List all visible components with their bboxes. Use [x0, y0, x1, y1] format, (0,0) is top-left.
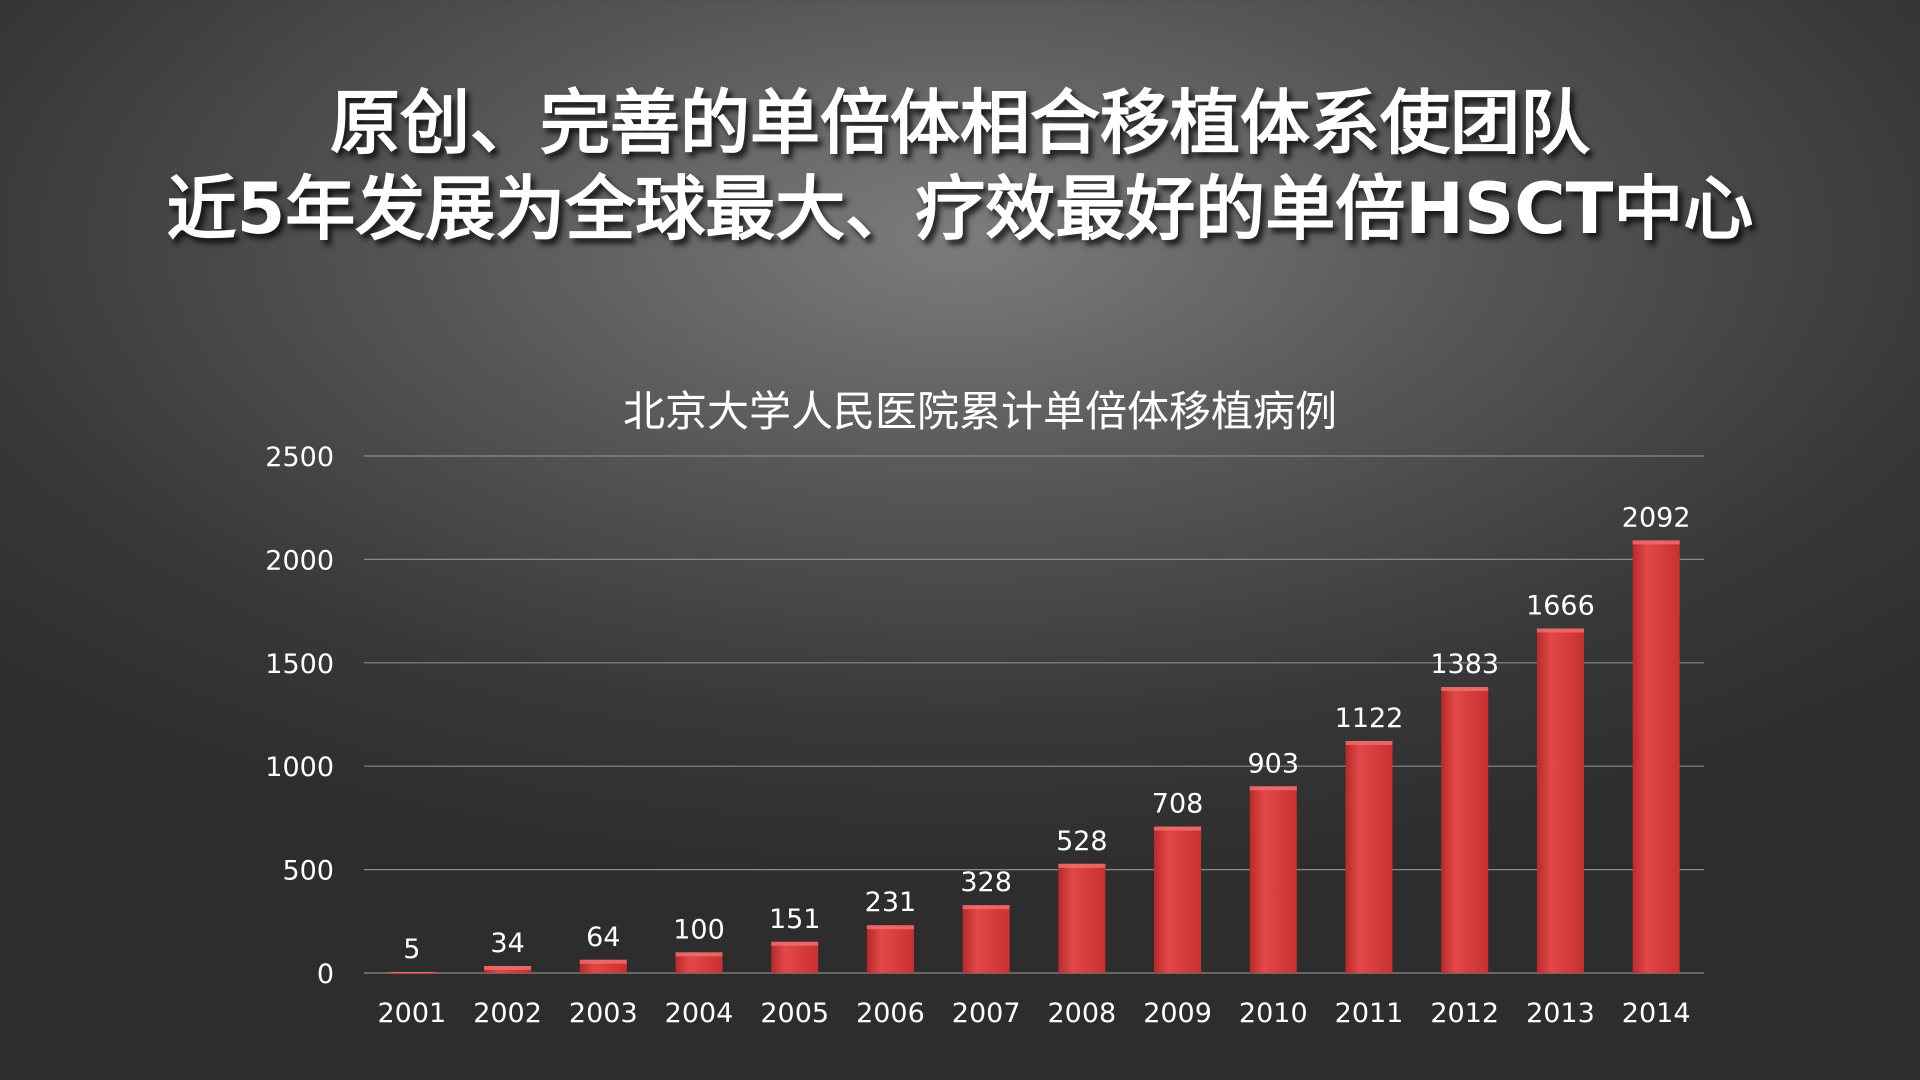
data-label: 528 — [1056, 826, 1108, 857]
bar-top-highlight — [388, 971, 436, 974]
bar-2013 — [1536, 628, 1584, 973]
data-label: 100 — [673, 914, 725, 945]
x-tick-label: 2003 — [569, 998, 638, 1029]
x-tick-label: 2013 — [1526, 998, 1595, 1029]
bar-top-highlight — [484, 965, 532, 970]
bar-top-highlight — [1536, 628, 1584, 633]
x-tick-label: 2006 — [856, 998, 925, 1029]
x-tick-label: 2010 — [1239, 998, 1308, 1029]
x-tick-label: 2004 — [665, 998, 734, 1029]
bar-top-highlight — [675, 952, 723, 957]
bar-top-highlight — [1154, 826, 1202, 831]
headline-line-1: 原创、完善的单倍体相合移植体系使团队 — [330, 82, 1590, 164]
chart-title: 北京大学人民医院累计单倍体移植病例 — [622, 387, 1337, 436]
bars — [388, 540, 1680, 974]
bar-top-highlight — [579, 959, 627, 964]
data-label: 151 — [769, 904, 821, 935]
bar-2007 — [962, 905, 1010, 973]
data-label: 64 — [586, 922, 620, 953]
data-label: 231 — [865, 887, 917, 918]
bar-top-highlight — [1058, 863, 1106, 868]
x-tick-label: 2005 — [760, 998, 829, 1029]
x-tick-label: 2008 — [1047, 998, 1116, 1029]
bar-2005 — [771, 941, 819, 973]
bar-top-highlight — [771, 941, 819, 946]
x-tick-label: 2002 — [473, 998, 542, 1029]
y-tick-label: 2000 — [265, 545, 334, 576]
y-tick-label: 500 — [282, 856, 334, 887]
bar-2004 — [675, 952, 723, 973]
bar-top-highlight — [866, 925, 914, 930]
bar-2010 — [1249, 786, 1297, 973]
gridlines — [364, 455, 1704, 974]
x-axis-ticks: 2001 2002 2003 2004 2005 2006 2007 2008 2009 2010… — [377, 998, 1690, 1029]
headline-line-2: 近5年发展为全球最大、疗效最好的单倍HSCT中心 — [166, 168, 1754, 250]
data-label: 2092 — [1622, 502, 1691, 533]
y-tick-label: 0 — [317, 959, 334, 990]
bar-top-highlight — [1249, 786, 1297, 791]
bar-2009 — [1154, 826, 1202, 973]
data-label: 34 — [490, 928, 524, 959]
bar-2011 — [1345, 740, 1393, 973]
bar-2006 — [866, 925, 914, 973]
x-tick-label: 2001 — [377, 998, 446, 1029]
data-label: 1383 — [1430, 649, 1499, 680]
data-label: 708 — [1152, 789, 1204, 820]
data-label: 1666 — [1526, 590, 1595, 621]
x-tick-label: 2011 — [1335, 998, 1404, 1029]
x-tick-label: 2012 — [1430, 998, 1499, 1029]
y-tick-label: 1500 — [265, 649, 334, 680]
y-tick-label: 2500 — [265, 442, 334, 473]
bar-top-highlight — [1632, 540, 1680, 545]
slide-headline: 原创、完善的单倍体相合移植体系使团队 近5年发展为全球最大、疗效最好的单倍HSC… — [0, 80, 1920, 252]
x-tick-label: 2009 — [1143, 998, 1212, 1029]
x-tick-label: 2014 — [1622, 998, 1691, 1029]
y-axis-ticks: 0 500 1000 1500 2000 2500 — [265, 442, 334, 990]
bar-2012 — [1441, 686, 1489, 973]
data-label: 5 — [403, 934, 420, 965]
bar-top-highlight — [962, 905, 1010, 910]
data-label: 328 — [960, 867, 1012, 898]
bar-top-highlight — [1441, 686, 1489, 691]
y-tick-label: 1000 — [265, 752, 334, 783]
bar-2014 — [1632, 540, 1680, 973]
data-labels: 5 34 64 100 151 231 328 528 708 903 1122 1383 1666 20… — [403, 502, 1690, 965]
data-label: 1122 — [1335, 703, 1404, 734]
data-label: 903 — [1248, 748, 1300, 779]
bar-2008 — [1058, 863, 1106, 973]
x-tick-label: 2007 — [952, 998, 1021, 1029]
bar-top-highlight — [1345, 740, 1393, 745]
